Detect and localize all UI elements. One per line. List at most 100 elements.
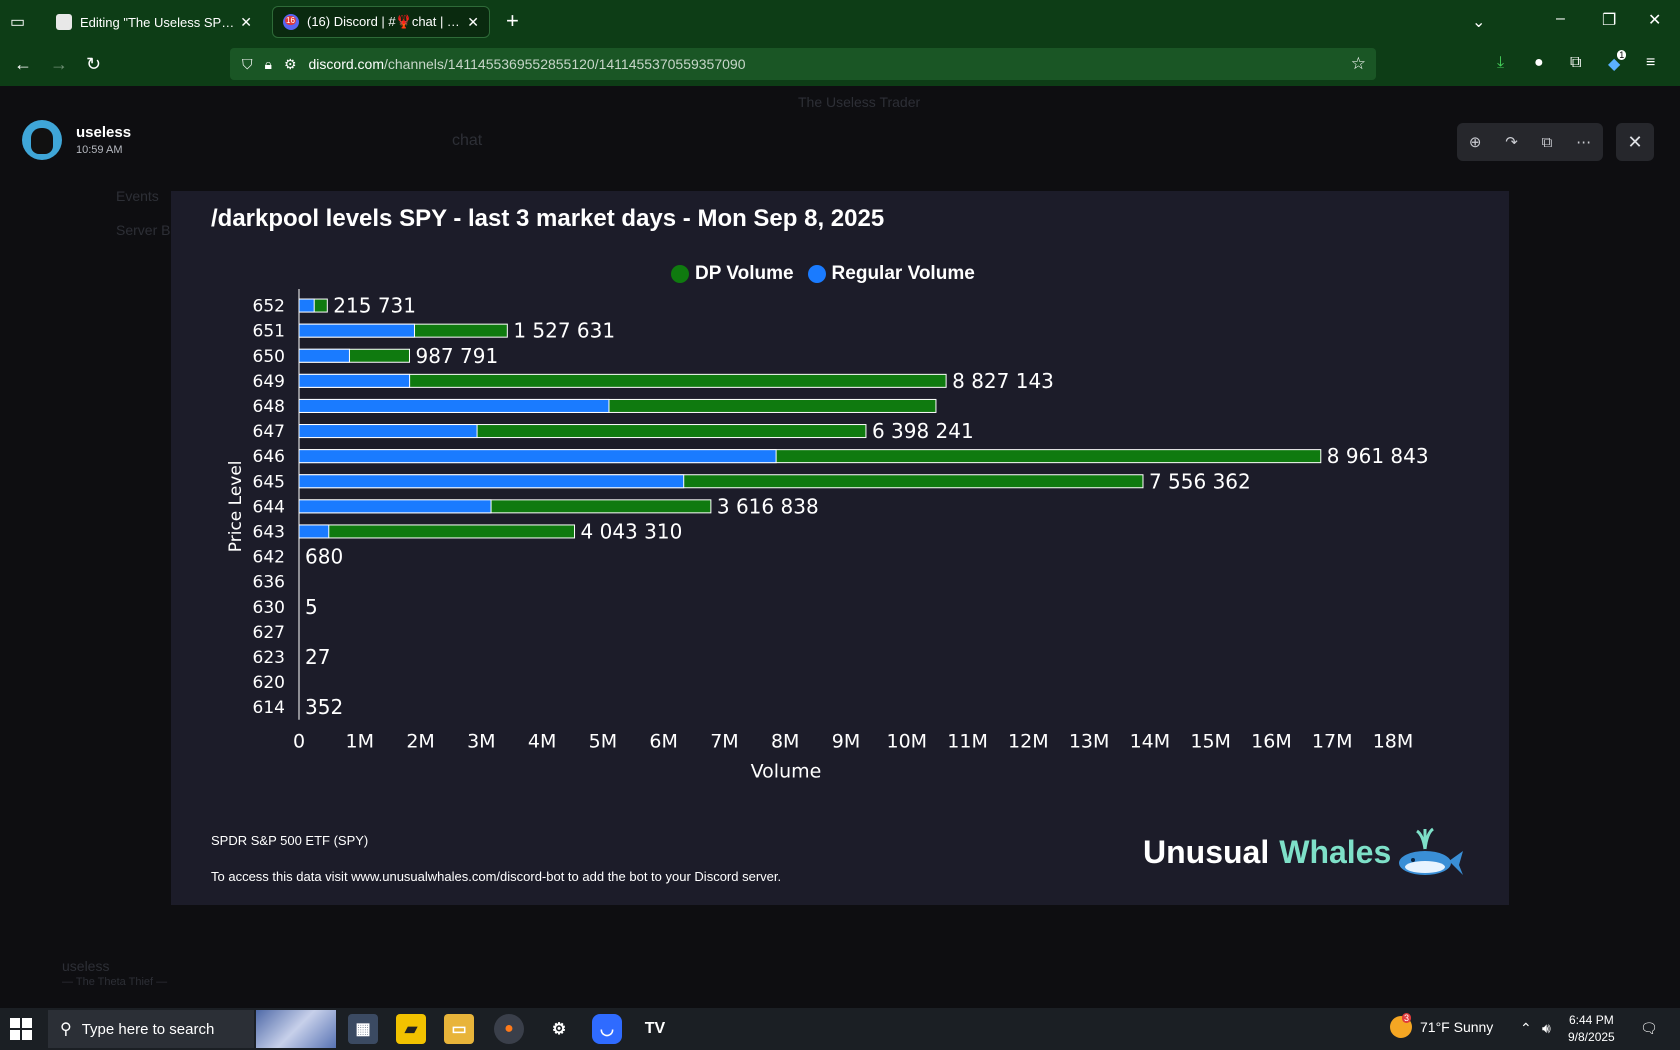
close-tab-icon[interactable]: ✕ [240, 13, 252, 30]
search-highlight-image[interactable] [256, 1010, 336, 1048]
search-placeholder: Type here to search [81, 1020, 215, 1038]
extensions-icon[interactable]: ⧉ [1570, 54, 1582, 71]
regular-volume-bar [298, 449, 777, 464]
taskbar-clock[interactable]: 6:44 PM 9/8/2025 [1568, 1012, 1615, 1046]
y-tick-label: 650 [253, 347, 285, 367]
cat-avatar-icon [31, 128, 53, 154]
new-tab-button[interactable]: + [506, 8, 519, 33]
regular-volume-bar [298, 323, 415, 338]
zoom-icon[interactable]: ⊕ [1468, 134, 1482, 151]
data-label: 8 961 843 [1327, 444, 1429, 468]
x-tick-label: 13M [1069, 731, 1110, 753]
y-tick-label: 647 [253, 422, 285, 442]
regular-volume-bar [298, 373, 411, 388]
close-icon[interactable]: ✕ [1616, 123, 1654, 161]
forward-icon[interactable]: → [50, 54, 68, 74]
weather-widget[interactable]: 3 71°F Sunny [1390, 1013, 1493, 1038]
whale-icon [1399, 827, 1464, 875]
tab-title: Editing "The Useless SPY Report" [80, 14, 234, 30]
reload-icon[interactable]: ↻ [86, 54, 102, 74]
extension-badge: 1 [1617, 50, 1627, 60]
windows-taskbar: ⚲ Type here to search ▦ ▰ ▭ ● ⚙ ◡ TV 3 7… [0, 1008, 1680, 1050]
author-name[interactable]: useless [76, 124, 132, 141]
x-tick-label: 15M [1190, 731, 1231, 753]
dp-volume-bar [298, 524, 576, 539]
y-tick-label: 642 [253, 548, 285, 568]
window-close-icon[interactable]: ✕ [1648, 12, 1662, 29]
avatar[interactable] [22, 120, 62, 160]
close-tab-icon[interactable]: ✕ [467, 13, 479, 30]
data-label: 7 556 362 [1149, 469, 1251, 493]
chart-title: /darkpool levels SPY - last 3 market day… [211, 205, 885, 232]
logo-word-2: Whales [1279, 833, 1392, 870]
shield-icon[interactable]: ⛉ [242, 55, 253, 72]
browser-tab-bar: ▭ Editing "The Useless SPY Report" ✕ 16 … [0, 0, 1680, 44]
tab-discord[interactable]: 16 (16) Discord | #🦞chat | The Useless T… [272, 6, 490, 38]
tab-editing-report[interactable]: Editing "The Useless SPY Report" ✕ [46, 6, 262, 38]
logo-word-1: Unusual [1143, 833, 1270, 870]
tab-list-icon[interactable]: ▭ [10, 14, 26, 31]
minimize-icon[interactable]: – [1556, 10, 1565, 27]
y-axis-title: Price Level [226, 460, 246, 552]
chevron-down-icon[interactable]: ⌄ [1472, 14, 1486, 31]
x-tick-label: 9M [832, 731, 860, 753]
data-label: 5 [305, 595, 318, 619]
y-tick-label: 643 [253, 522, 285, 542]
back-icon[interactable]: ← [14, 54, 32, 74]
legend-label-dp: DP Volume [695, 263, 794, 284]
settings-icon[interactable]: ⚙ [551, 1021, 567, 1038]
x-tick-label: 11M [947, 731, 988, 753]
permissions-icon[interactable]: ⚙︎ [283, 55, 297, 72]
channel-header: chat [452, 132, 483, 149]
account-icon[interactable]: ● [1534, 54, 1544, 71]
app-icon[interactable]: ◡ [592, 1014, 622, 1044]
legend-item-dp[interactable]: DP Volume [671, 263, 794, 285]
firefox-icon[interactable]: ● [494, 1014, 524, 1044]
channel-item: useless [62, 958, 110, 974]
clock-date: 9/8/2025 [1568, 1030, 1615, 1044]
windows-start-icon[interactable] [10, 1018, 32, 1040]
lock-icon[interactable]: 🔒︎ [264, 55, 272, 72]
extension-badge-icon[interactable]: ◆ 1 [1608, 50, 1627, 73]
more-icon[interactable]: ⋯ [1576, 134, 1592, 151]
tab-title: (16) Discord | #🦞chat | The Useless Trad… [307, 14, 462, 29]
downloads-icon[interactable]: ⤓ [1497, 54, 1505, 71]
y-tick-label: 623 [253, 648, 285, 668]
sticky-notes-icon[interactable]: ▰ [396, 1014, 426, 1044]
channel-item: — The Theta Thief — [62, 976, 168, 988]
y-tick-label: 614 [253, 698, 285, 718]
calculator-icon[interactable]: ▦ [348, 1014, 378, 1044]
x-tick-label: 3M [467, 731, 495, 753]
file-explorer-icon[interactable]: ▭ [444, 1014, 474, 1044]
tradingview-icon[interactable]: TV [644, 1020, 666, 1037]
url-host: discord.com [308, 56, 384, 72]
editor-favicon [56, 14, 72, 30]
y-tick-label: 630 [253, 598, 285, 618]
search-icon: ⚲ [60, 1021, 72, 1038]
y-tick-label: 644 [253, 497, 285, 517]
discord-favicon: 16 [283, 14, 299, 30]
volume-icon[interactable]: 🔊︎ [1542, 1020, 1551, 1036]
regular-volume-bar [298, 474, 685, 489]
y-tick-label: 649 [253, 372, 285, 392]
forward-icon[interactable]: ↷ [1505, 134, 1518, 151]
menu-icon[interactable]: ≡ [1646, 54, 1656, 71]
x-tick-label: 10M [886, 731, 927, 753]
regular-volume-bar [298, 298, 315, 313]
access-note: To access this data visit www.unusualwha… [211, 869, 782, 884]
x-tick-label: 18M [1373, 731, 1414, 753]
x-axis-title: Volume [751, 761, 822, 783]
channel-item: Events [116, 188, 159, 204]
bookmark-star-icon[interactable]: ☆ [1350, 54, 1366, 73]
restore-icon[interactable]: ❐ [1602, 12, 1617, 29]
server-name: The Useless Trader [798, 94, 921, 110]
tray-chevron-icon[interactable]: ⌃ [1520, 1020, 1532, 1036]
address-bar[interactable]: ⛉ 🔒︎ ⚙︎ discord.com/channels/14114553695… [230, 48, 1376, 80]
open-external-icon[interactable]: ⧉ [1541, 133, 1553, 151]
x-tick-label: 17M [1312, 731, 1353, 753]
notifications-icon[interactable]: 🗨︎ [1640, 1020, 1658, 1036]
legend-dot-regular [807, 265, 826, 283]
taskbar-search-input[interactable]: ⚲ Type here to search [48, 1010, 254, 1048]
data-label: 6 398 241 [872, 419, 974, 443]
legend-item-regular[interactable]: Regular Volume [807, 263, 975, 285]
